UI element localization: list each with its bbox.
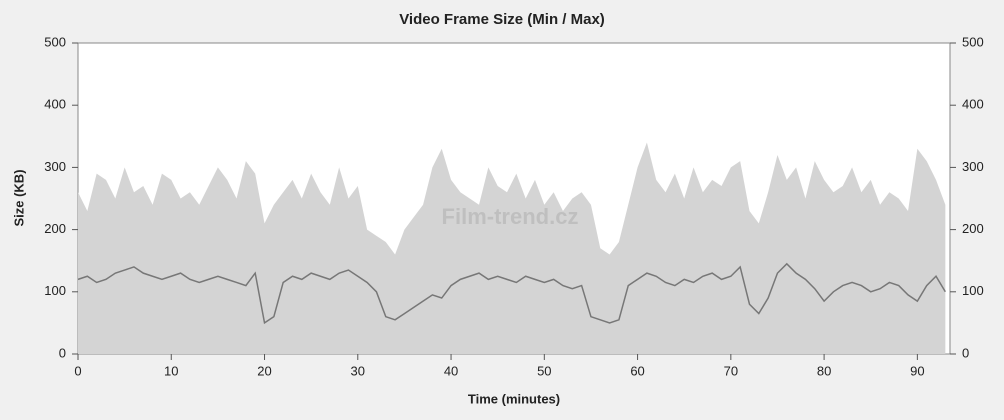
x-tick-label: 60 — [630, 363, 644, 378]
chart-title: Video Frame Size (Min / Max) — [399, 11, 605, 28]
y2-tick-label: 0 — [962, 345, 969, 360]
max-area — [78, 142, 946, 354]
y-axis-label: Size (KB) — [11, 169, 26, 226]
x-tick-label: 0 — [74, 363, 81, 378]
x-tick-label: 30 — [351, 363, 365, 378]
x-axis-label: Time (minutes) — [468, 391, 560, 406]
y2-tick-label: 400 — [962, 97, 984, 112]
y-tick-label: 200 — [44, 221, 66, 236]
watermark: Film-trend.cz — [442, 204, 579, 229]
x-tick-label: 20 — [257, 363, 271, 378]
y-tick-label: 300 — [44, 159, 66, 174]
y-tick-label: 0 — [59, 345, 66, 360]
y-tick-label: 100 — [44, 283, 66, 298]
y2-tick-label: 200 — [962, 221, 984, 236]
x-tick-label: 80 — [817, 363, 831, 378]
x-tick-label: 50 — [537, 363, 551, 378]
y2-tick-label: 500 — [962, 34, 984, 49]
x-tick-label: 70 — [724, 363, 738, 378]
y2-tick-label: 100 — [962, 283, 984, 298]
x-tick-label: 90 — [910, 363, 924, 378]
y-tick-label: 500 — [44, 34, 66, 49]
y2-tick-label: 300 — [962, 159, 984, 174]
min-line — [77, 262, 946, 325]
x-tick-label: 40 — [444, 363, 458, 378]
x-tick-label: 10 — [164, 363, 178, 378]
y-tick-label: 400 — [44, 97, 66, 112]
